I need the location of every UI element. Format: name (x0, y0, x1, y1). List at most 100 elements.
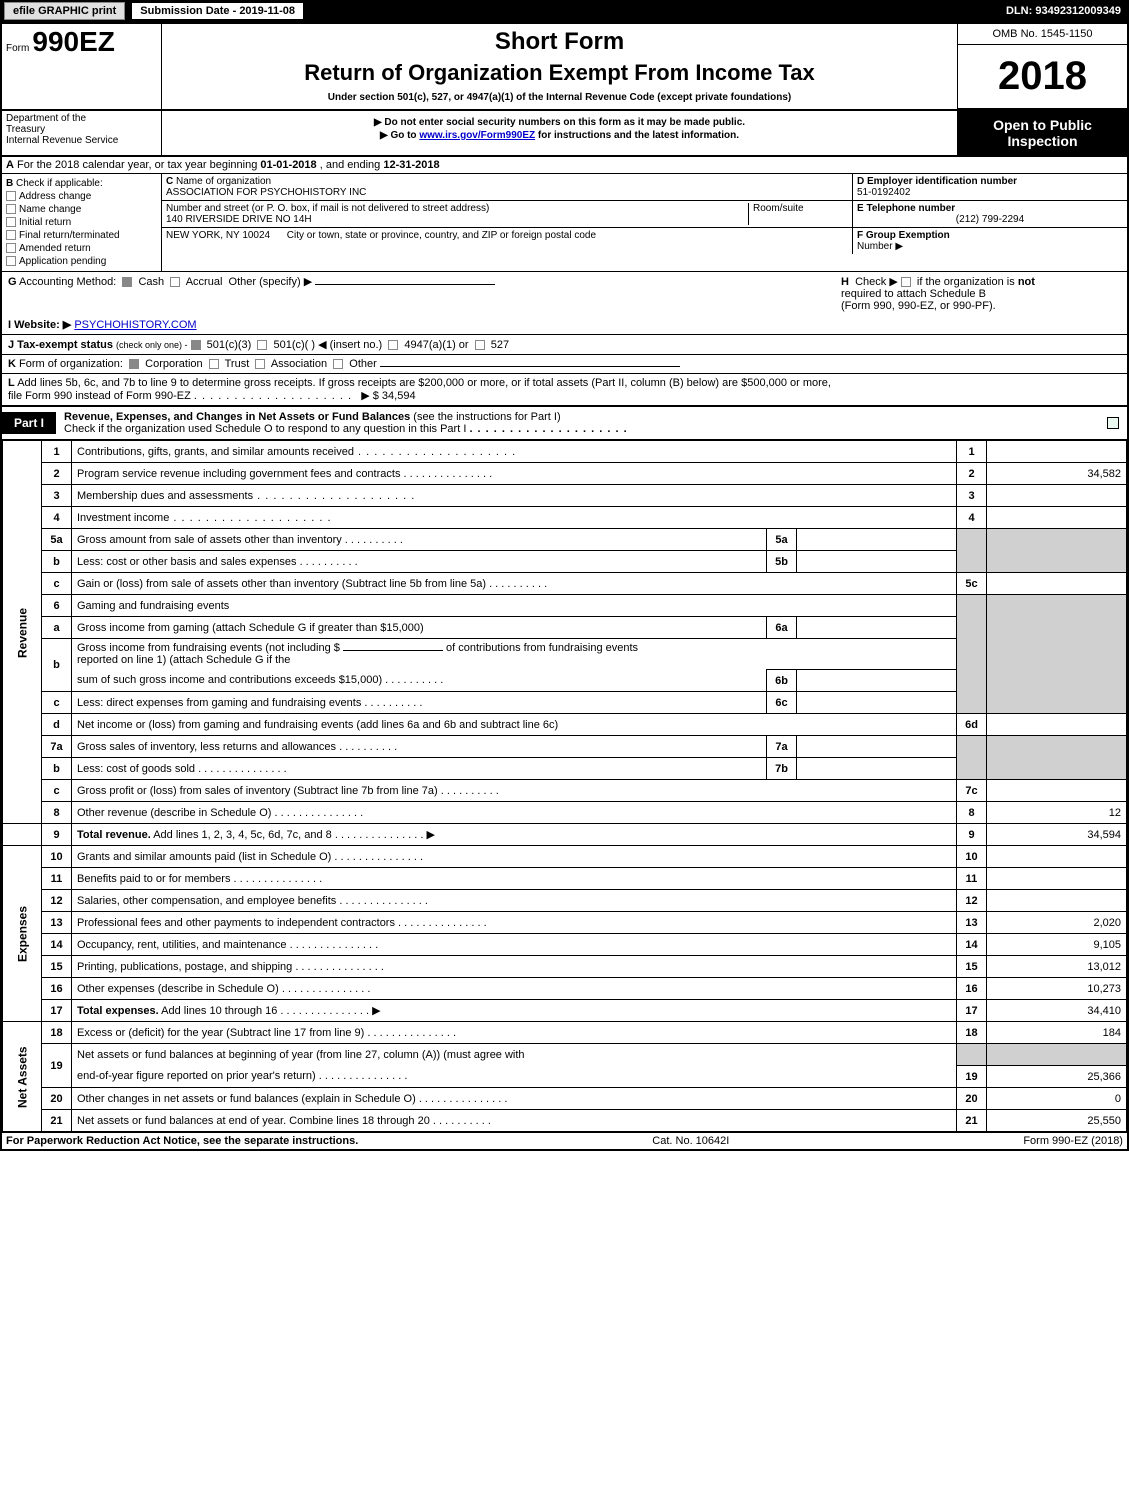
identification-section: B Check if applicable: Address change Na… (2, 173, 1127, 272)
chk-corporation[interactable] (129, 359, 139, 369)
r12-val (987, 890, 1127, 912)
r19-ln: 19 (957, 1066, 987, 1088)
r3-desc: Membership dues and assessments (77, 490, 253, 502)
k-text: Form of organization: (19, 358, 123, 370)
chk-accrual[interactable] (170, 277, 180, 287)
chk-schedule-b[interactable] (901, 277, 911, 287)
r6a-desc: Gross income from gaming (attach Schedul… (77, 622, 424, 634)
row-19b: end-of-year figure reported on prior yea… (3, 1066, 1127, 1088)
r6b-sv (797, 670, 957, 692)
r5ab-shade-ln (957, 529, 987, 573)
r5b-num: b (42, 551, 72, 573)
chk-trust[interactable] (209, 359, 219, 369)
line-i: I Website: ▶ PSYCHOHISTORY.COM (2, 315, 1127, 334)
r6a-sv (797, 617, 957, 639)
chk-cash[interactable] (122, 277, 132, 287)
top-bar-left: efile GRAPHIC print Submission Date - 20… (2, 2, 304, 20)
r16-desc: Other expenses (describe in Schedule O) (77, 983, 279, 995)
chk-initial-return[interactable] (6, 217, 16, 227)
r9-val: 34,594 (987, 824, 1127, 846)
lbl-other-org: Other (349, 358, 377, 370)
f-label2: Number ▶ (857, 241, 903, 252)
r6b-blank[interactable] (343, 650, 443, 651)
open-public-line1: Open to Public (960, 117, 1125, 133)
chk-application-pending[interactable] (6, 256, 16, 266)
website-link[interactable]: PSYCHOHISTORY.COM (74, 319, 196, 331)
h-check-text: Check ▶ (855, 276, 898, 288)
r3-num: 3 (42, 485, 72, 507)
r6b-desc2: of contributions from fundraising events (446, 642, 638, 654)
chk-address-change[interactable] (6, 191, 16, 201)
r6-desc: Gaming and fundraising events (77, 600, 229, 612)
lbl-501c3: 501(c)(3) (207, 339, 252, 351)
chk-527[interactable] (475, 340, 485, 350)
chk-other-org[interactable] (333, 359, 343, 369)
r5c-num: c (42, 573, 72, 595)
r1-desc: Contributions, gifts, grants, and simila… (77, 446, 354, 458)
r10-num: 10 (42, 846, 72, 868)
chk-501c3[interactable] (191, 340, 201, 350)
row-6: 6 Gaming and fundraising events (3, 595, 1127, 617)
e-label: E Telephone number (857, 203, 955, 214)
r5a-num: 5a (42, 529, 72, 551)
l-amount: ▶ $ 34,594 (361, 390, 415, 402)
chk-schedule-o-part1[interactable] (1107, 417, 1119, 429)
r7c-num: c (42, 780, 72, 802)
r11-desc: Benefits paid to or for members (77, 873, 230, 885)
r7a-num: 7a (42, 736, 72, 758)
r13-num: 13 (42, 912, 72, 934)
chk-amended-return[interactable] (6, 243, 16, 253)
form-number: 990EZ (32, 26, 115, 57)
row-10: Expenses 10 Grants and similar amounts p… (3, 846, 1127, 868)
open-to-public: Open to Public Inspection (957, 111, 1127, 155)
r5c-val (987, 573, 1127, 595)
lbl-accrual: Accrual (186, 276, 223, 288)
r6b-num: b (42, 639, 72, 692)
row-11: 11 Benefits paid to or for members 11 (3, 868, 1127, 890)
header-grid: Form 990EZ Short Form Return of Organiza… (2, 24, 1127, 111)
omb-number: OMB No. 1545-1150 (958, 24, 1127, 45)
r13-ln: 13 (957, 912, 987, 934)
r3-ln: 3 (957, 485, 987, 507)
r9-desc2: Add lines 1, 2, 3, 4, 5c, 6d, 7c, and 8 (153, 829, 332, 841)
chk-501c[interactable] (257, 340, 267, 350)
r18-dots (364, 1027, 456, 1039)
part1-table: Revenue 1 Contributions, gifts, grants, … (2, 440, 1127, 1132)
row-1: Revenue 1 Contributions, gifts, grants, … (3, 441, 1127, 463)
chk-name-change[interactable] (6, 204, 16, 214)
other-org-line[interactable] (380, 366, 680, 367)
r2-ln: 2 (957, 463, 987, 485)
r16-val: 10,273 (987, 978, 1127, 1000)
r6d-desc: Net income or (loss) from gaming and fun… (77, 719, 558, 731)
r5c-desc: Gain or (loss) from sale of assets other… (77, 578, 486, 590)
irs-link[interactable]: www.irs.gov/Form990EZ (419, 130, 535, 141)
line-j: J Tax-exempt status (check only one) - 5… (2, 334, 1127, 354)
row-6d: d Net income or (loss) from gaming and f… (3, 714, 1127, 736)
r8-desc: Other revenue (describe in Schedule O) (77, 807, 271, 819)
r14-desc: Occupancy, rent, utilities, and maintena… (77, 939, 287, 951)
part1-label: Part I (2, 412, 56, 434)
h-text4: (Form 990, 990-EZ, or 990-PF). (841, 300, 996, 312)
tax-year-mid: , and ending (320, 159, 384, 171)
chk-final-return[interactable] (6, 230, 16, 240)
efile-print-button[interactable]: efile GRAPHIC print (4, 2, 125, 20)
c-label: C (166, 176, 173, 187)
chk-4947[interactable] (388, 340, 398, 350)
r11-val (987, 868, 1127, 890)
r19-desc2: end-of-year figure reported on prior yea… (77, 1070, 316, 1082)
r7b-dots (195, 763, 287, 775)
r4-ln: 4 (957, 507, 987, 529)
r10-dots (331, 851, 423, 863)
street-row: Number and street (or P. O. box, if mail… (162, 201, 852, 228)
other-specify-line[interactable] (315, 284, 495, 285)
r5b-sn: 5b (767, 551, 797, 573)
row-4: 4 Investment income 4 (3, 507, 1127, 529)
r21-val: 25,550 (987, 1110, 1127, 1132)
row-5c: c Gain or (loss) from sale of assets oth… (3, 573, 1127, 595)
r15-num: 15 (42, 956, 72, 978)
phone-row: E Telephone number (212) 799-2294 (852, 201, 1127, 228)
row-15: 15 Printing, publications, postage, and … (3, 956, 1127, 978)
chk-association[interactable] (255, 359, 265, 369)
row-7a: 7a Gross sales of inventory, less return… (3, 736, 1127, 758)
r6b-sn: 6b (767, 670, 797, 692)
